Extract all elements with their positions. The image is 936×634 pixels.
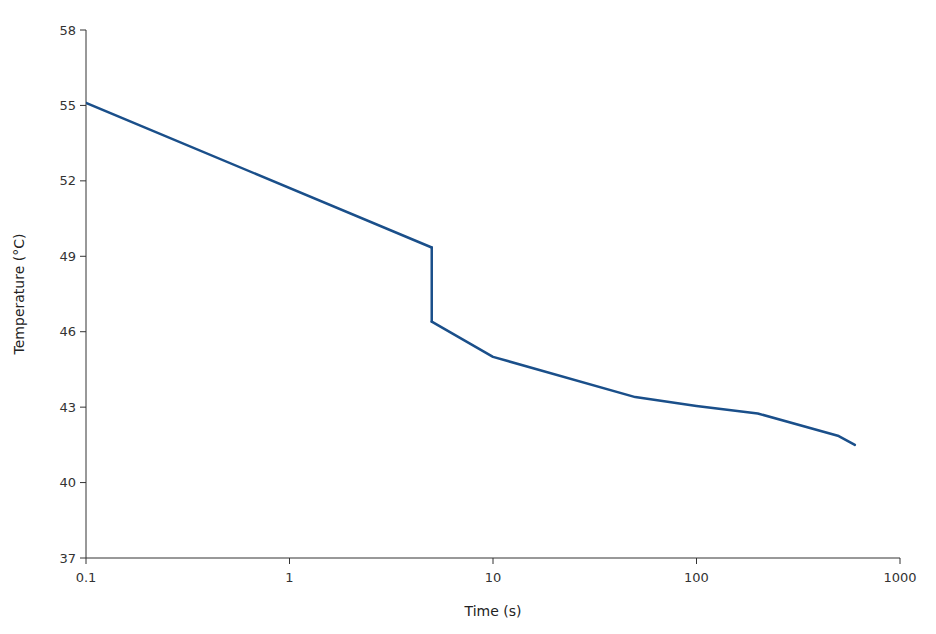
y-tick (80, 558, 86, 559)
y-tick-label: 52 (59, 173, 76, 188)
y-tick (80, 407, 86, 408)
x-tick-label: 100 (684, 570, 709, 585)
line (432, 322, 855, 445)
y-tick-label: 55 (59, 98, 76, 113)
y-tick-label: 37 (59, 551, 76, 566)
y-axis-label: Temperature (°C) (11, 234, 27, 356)
axes: 0.1 1 10 100 1000 37 40 43 46 49 52 55 58 (59, 23, 916, 586)
x-axis-label: Time (s) (464, 603, 522, 619)
y-tick (80, 331, 86, 332)
x-tick (696, 558, 697, 564)
line (86, 103, 432, 248)
x-tick (86, 558, 87, 564)
x-tick (493, 558, 494, 564)
x-tick (900, 558, 901, 564)
y-tick-label: 49 (59, 249, 76, 264)
x-tick-label: 1000 (883, 570, 916, 585)
x-tick-label: 0.1 (76, 570, 97, 585)
x-tick-label: 10 (485, 570, 502, 585)
y-tick (80, 482, 86, 483)
x-tick-label: 1 (285, 570, 293, 585)
y-tick (80, 105, 86, 106)
y-tick (80, 256, 86, 257)
y-tick-label: 40 (59, 475, 76, 490)
y-axis-line (86, 30, 87, 558)
line (430, 247, 433, 321)
x-tick (289, 558, 290, 564)
chart: 0.1 1 10 100 1000 37 40 43 46 49 52 55 58 Time (s) Tem… (0, 0, 936, 634)
y-tick-label: 46 (59, 324, 76, 339)
y-tick-label: 58 (59, 23, 76, 38)
plot-area (86, 103, 855, 445)
y-tick-label: 43 (59, 400, 76, 415)
y-tick (80, 30, 86, 31)
y-tick (80, 180, 86, 181)
